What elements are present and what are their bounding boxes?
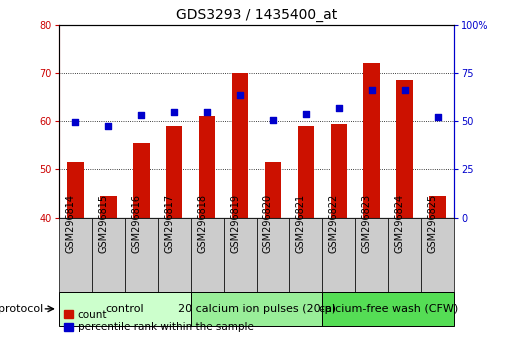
Bar [298, 126, 314, 218]
Bar [322, 218, 355, 292]
Point [170, 109, 179, 114]
Bar [265, 162, 281, 218]
Text: GSM296814: GSM296814 [66, 194, 75, 253]
Bar [100, 196, 116, 218]
Text: GSM296821: GSM296821 [296, 194, 306, 253]
Legend: count, percentile rank within the sample: count, percentile rank within the sample [64, 310, 253, 332]
Point [401, 87, 409, 93]
Text: GSM296817: GSM296817 [164, 194, 174, 253]
Text: GSM296820: GSM296820 [263, 194, 273, 253]
Bar [59, 292, 191, 326]
Bar [191, 292, 322, 326]
Point [368, 87, 376, 93]
Bar [388, 218, 421, 292]
Bar [59, 218, 92, 292]
Bar [133, 143, 149, 218]
Bar [125, 218, 158, 292]
Bar [322, 292, 454, 326]
Bar [199, 116, 215, 218]
Point [71, 119, 80, 125]
Text: GSM296822: GSM296822 [329, 194, 339, 253]
Text: GSM296815: GSM296815 [98, 194, 108, 253]
Bar [166, 126, 183, 218]
Bar [92, 218, 125, 292]
Bar [289, 218, 322, 292]
Bar [330, 124, 347, 218]
Bar [397, 80, 413, 218]
Text: protocol: protocol [0, 304, 44, 314]
Bar [158, 218, 191, 292]
Point [137, 113, 145, 118]
Point [302, 111, 310, 116]
Text: GSM296824: GSM296824 [394, 194, 405, 253]
Bar [256, 218, 289, 292]
Text: GSM296816: GSM296816 [131, 194, 141, 253]
Text: calcium-free wash (CFW): calcium-free wash (CFW) [319, 304, 458, 314]
Text: GSM296825: GSM296825 [427, 194, 438, 253]
Text: 20 calcium ion pulses (20-p): 20 calcium ion pulses (20-p) [177, 304, 336, 314]
Bar [67, 162, 84, 218]
Bar [364, 63, 380, 218]
Point [334, 105, 343, 110]
Point [104, 123, 112, 129]
Bar [355, 218, 388, 292]
Bar [421, 218, 454, 292]
Bar [429, 196, 446, 218]
Text: GSM296818: GSM296818 [197, 194, 207, 253]
Point [236, 92, 244, 98]
Point [203, 109, 211, 114]
Point [269, 118, 277, 123]
Bar [224, 218, 256, 292]
Text: GSM296819: GSM296819 [230, 194, 240, 253]
Point [433, 115, 442, 120]
Text: control: control [106, 304, 144, 314]
Text: GSM296823: GSM296823 [362, 194, 372, 253]
Title: GDS3293 / 1435400_at: GDS3293 / 1435400_at [176, 8, 337, 22]
Bar [232, 73, 248, 218]
Bar [191, 218, 224, 292]
